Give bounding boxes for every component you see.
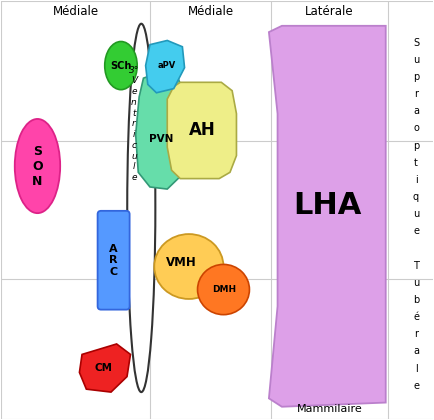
Text: Mammilaire: Mammilaire bbox=[296, 404, 362, 414]
Text: CM: CM bbox=[95, 363, 113, 373]
Text: PVN: PVN bbox=[148, 134, 173, 144]
Polygon shape bbox=[79, 344, 131, 392]
Polygon shape bbox=[167, 82, 237, 178]
Text: A
R
C: A R C bbox=[109, 244, 118, 277]
Text: e: e bbox=[413, 226, 419, 236]
Text: AH: AH bbox=[188, 121, 215, 139]
Text: r: r bbox=[414, 329, 418, 339]
Polygon shape bbox=[136, 72, 187, 189]
Text: l: l bbox=[414, 364, 418, 374]
Ellipse shape bbox=[105, 42, 137, 89]
Text: i: i bbox=[414, 175, 418, 185]
Ellipse shape bbox=[197, 265, 250, 315]
Text: SCh: SCh bbox=[110, 60, 132, 71]
Text: u: u bbox=[413, 209, 419, 219]
Polygon shape bbox=[146, 40, 184, 93]
Text: VMH: VMH bbox=[166, 256, 197, 269]
Text: LHA: LHA bbox=[293, 192, 362, 220]
Text: aPV: aPV bbox=[158, 61, 176, 70]
Text: b: b bbox=[413, 295, 419, 305]
Text: a: a bbox=[413, 346, 419, 357]
Text: t: t bbox=[414, 158, 418, 168]
Text: S: S bbox=[413, 37, 419, 47]
Text: e: e bbox=[413, 381, 419, 391]
Text: Médiale: Médiale bbox=[187, 5, 233, 18]
Text: T: T bbox=[413, 261, 419, 270]
Text: 3°
V
e
n
t
r
i
c
u
l
e: 3° V e n t r i c u l e bbox=[129, 66, 139, 182]
Ellipse shape bbox=[15, 119, 60, 213]
Ellipse shape bbox=[127, 24, 155, 392]
FancyBboxPatch shape bbox=[98, 211, 130, 310]
Text: p: p bbox=[413, 141, 419, 150]
Text: S
O
N: S O N bbox=[32, 144, 43, 188]
Text: Médiale: Médiale bbox=[53, 5, 99, 18]
Text: é: é bbox=[413, 312, 419, 322]
Text: r: r bbox=[414, 89, 418, 99]
Text: q: q bbox=[413, 192, 419, 202]
Text: p: p bbox=[413, 72, 419, 82]
Text: a: a bbox=[413, 106, 419, 116]
Text: u: u bbox=[413, 278, 419, 288]
Text: DMH: DMH bbox=[212, 285, 237, 294]
Text: u: u bbox=[413, 55, 419, 65]
Text: Latérale: Latérale bbox=[305, 5, 354, 18]
Polygon shape bbox=[269, 26, 386, 407]
Text: o: o bbox=[413, 123, 419, 134]
Ellipse shape bbox=[154, 234, 224, 299]
